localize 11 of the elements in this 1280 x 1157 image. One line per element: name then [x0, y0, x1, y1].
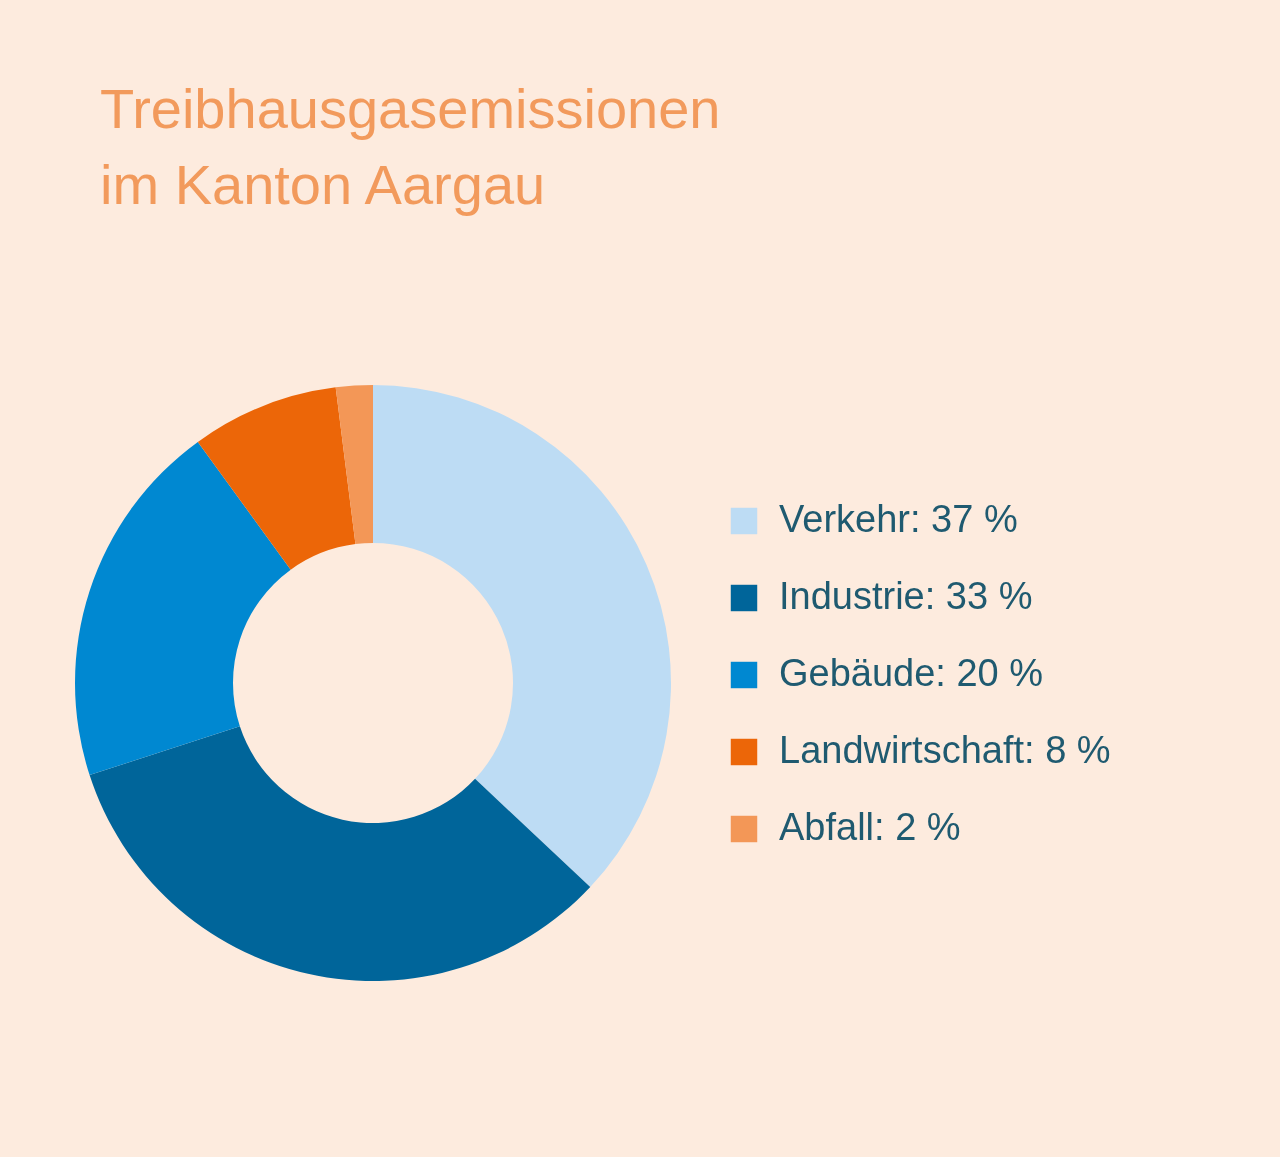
legend-label: Abfall: 2 % [779, 806, 961, 848]
legend-label: Landwirtschaft: 8 % [779, 729, 1111, 771]
donut-slice [89, 726, 591, 981]
legend-label: Verkehr: 37 % [779, 498, 1018, 540]
donut-slice [197, 387, 356, 570]
donut-slice [335, 385, 373, 545]
chart-title: Treibhausgasemissionen im Kanton Aargau [100, 77, 721, 216]
donut-slice [373, 385, 671, 887]
legend-label: Gebäude: 20 % [779, 652, 1044, 694]
donut-slice [75, 441, 291, 776]
legend-label: Industrie: 33 % [779, 575, 1033, 617]
